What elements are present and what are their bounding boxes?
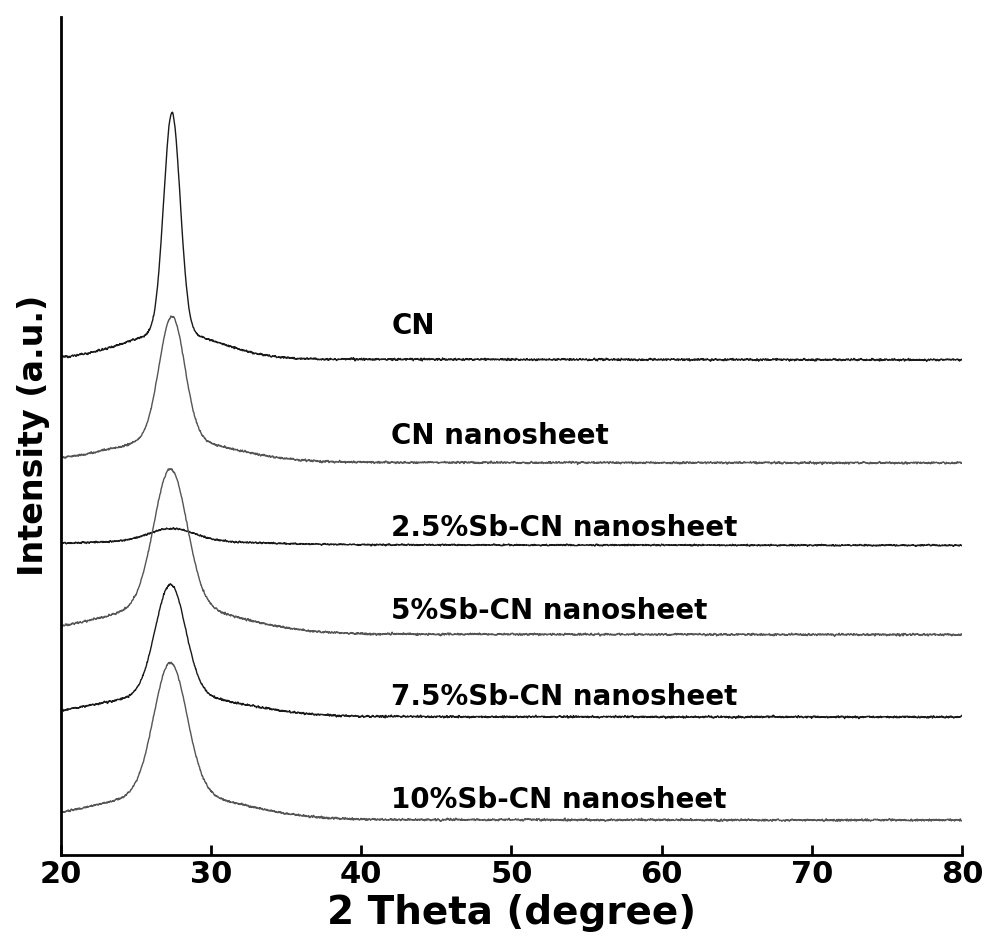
Text: 2.5%Sb-CN nanosheet: 2.5%Sb-CN nanosheet <box>391 514 738 542</box>
X-axis label: 2 Theta (degree): 2 Theta (degree) <box>327 894 696 932</box>
Text: 7.5%Sb-CN nanosheet: 7.5%Sb-CN nanosheet <box>391 682 738 711</box>
Text: CN nanosheet: CN nanosheet <box>391 421 609 450</box>
Text: CN: CN <box>391 311 435 340</box>
Text: 10%Sb-CN nanosheet: 10%Sb-CN nanosheet <box>391 786 727 813</box>
Y-axis label: Intensity (a.u.): Intensity (a.u.) <box>17 295 50 576</box>
Text: 5%Sb-CN nanosheet: 5%Sb-CN nanosheet <box>391 597 708 624</box>
